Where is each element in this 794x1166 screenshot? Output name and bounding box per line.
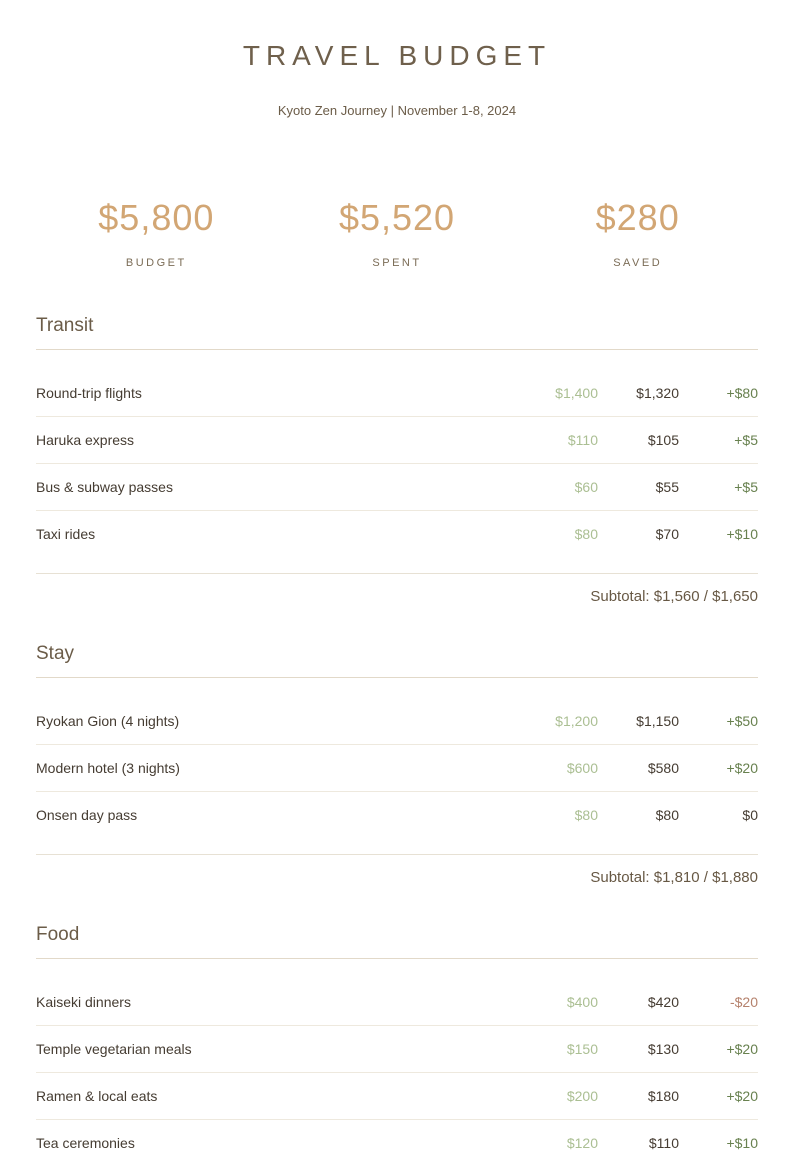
diff-cell: $0	[679, 805, 758, 825]
item-label: Onsen day pass	[36, 807, 138, 823]
diff-cell: -$20	[679, 992, 758, 1012]
section-subtotal: Subtotal: $1,810 / $1,880	[36, 854, 758, 888]
actual-amount: $80	[655, 807, 679, 823]
actual-amount: $110	[648, 1135, 679, 1151]
item-label: Tea ceremonies	[36, 1135, 135, 1151]
diff-amount: +$20	[726, 1041, 758, 1057]
diff-cell: +$5	[679, 477, 758, 497]
diff-amount: +$50	[726, 713, 758, 729]
section-title: Transit	[36, 315, 94, 336]
section-stay-header: Stay	[36, 642, 758, 678]
item-label: Round-trip flights	[36, 385, 142, 401]
planned-amount: $120	[566, 1135, 598, 1151]
stat-spent-value: $5,520	[338, 197, 456, 238]
stat-budget: $5,800 BUDGET	[36, 198, 277, 270]
planned-amount: $80	[574, 807, 598, 823]
planned-amount: $150	[566, 1041, 598, 1057]
stat-spent: $5,520 SPENT	[277, 198, 518, 270]
item-row: Onsen day pass $80 $80 $0	[36, 791, 758, 838]
diff-amount: +$5	[734, 432, 758, 448]
planned-amount: $60	[574, 479, 598, 495]
actual-amount: $580	[647, 760, 679, 776]
diff-amount: $0	[742, 807, 758, 823]
item-row: Bus & subway passes $60 $55 +$5	[36, 463, 758, 510]
section-transit: Transit Round-trip flights $1,400 $1,320…	[36, 314, 758, 607]
actual-amount: $105	[647, 432, 679, 448]
stat-spent-label: SPENT	[372, 257, 422, 269]
item-label: Kaiseki dinners	[36, 994, 131, 1010]
diff-cell: +$20	[679, 1086, 758, 1106]
diff-cell: +$10	[679, 1133, 758, 1153]
planned-amount: $400	[566, 994, 598, 1010]
section-food-header: Food	[36, 923, 758, 959]
section-title: Stay	[36, 643, 75, 664]
stat-budget-label: BUDGET	[125, 257, 187, 269]
actual-amount: $55	[655, 479, 679, 495]
diff-amount: +$5	[734, 479, 758, 495]
diff-cell: +$80	[679, 383, 758, 403]
actual-amount: $180	[647, 1088, 679, 1104]
actual-amount: $70	[655, 526, 679, 542]
item-row: Tea ceremonies $120 $110 +$10	[36, 1119, 758, 1166]
diff-amount: +$20	[726, 1088, 758, 1104]
item-row: Haruka express $110 $105 +$5	[36, 416, 758, 463]
planned-amount: $80	[574, 526, 598, 542]
item-row: Temple vegetarian meals $150 $130 +$20	[36, 1025, 758, 1072]
diff-amount: +$10	[726, 526, 758, 542]
item-label: Haruka express	[36, 432, 135, 448]
page-subtitle: Kyoto Zen Journey | November 1-8, 2024	[277, 103, 517, 118]
item-label: Ramen & local eats	[36, 1088, 158, 1104]
item-row: Ramen & local eats $200 $180 +$20	[36, 1072, 758, 1119]
item-label: Temple vegetarian meals	[36, 1041, 192, 1057]
diff-cell: +$5	[679, 430, 758, 450]
section-stay: Stay Ryokan Gion (4 nights) $1,200 $1,15…	[36, 642, 758, 888]
section-food-items: Kaiseki dinners $400 $420 -$20 Temple ve…	[36, 959, 758, 1166]
section-transit-header: Transit	[36, 314, 758, 350]
diff-cell: +$20	[679, 758, 758, 778]
diff-cell: +$50	[679, 711, 758, 731]
summary-stats: $5,800 BUDGET $5,520 SPENT $280 SAVED	[36, 198, 758, 270]
item-row: Taxi rides $80 $70 +$10	[36, 510, 758, 557]
stat-saved-label: SAVED	[613, 257, 663, 269]
actual-amount: $1,320	[636, 385, 679, 401]
section-transit-items: Round-trip flights $1,400 $1,320 +$80 Ha…	[36, 350, 758, 557]
item-row: Ryokan Gion (4 nights) $1,200 $1,150 +$5…	[36, 698, 758, 744]
item-label: Modern hotel (3 nights)	[36, 760, 180, 776]
item-row: Kaiseki dinners $400 $420 -$20	[36, 979, 758, 1025]
planned-amount: $1,200	[555, 713, 598, 729]
planned-amount: $200	[566, 1088, 598, 1104]
diff-amount: +$20	[726, 760, 758, 776]
diff-cell: +$20	[679, 1039, 758, 1059]
diff-amount: +$80	[726, 385, 758, 401]
planned-amount: $1,400	[555, 385, 598, 401]
diff-amount: +$10	[726, 1135, 758, 1151]
item-label: Taxi rides	[36, 526, 96, 542]
actual-amount: $130	[647, 1041, 679, 1057]
actual-amount: $420	[647, 994, 679, 1010]
diff-amount: -$20	[729, 994, 758, 1010]
actual-amount: $1,150	[636, 713, 679, 729]
planned-amount: $110	[567, 432, 598, 448]
stat-saved: $280 SAVED	[517, 198, 758, 270]
section-food: Food Kaiseki dinners $400 $420 -$20 Temp…	[36, 923, 758, 1166]
stat-saved-value: $280	[595, 197, 680, 238]
stat-budget-value: $5,800	[98, 197, 215, 238]
item-row: Modern hotel (3 nights) $600 $580 +$20	[36, 744, 758, 791]
section-subtotal: Subtotal: $1,560 / $1,650	[36, 573, 758, 607]
item-row: Round-trip flights $1,400 $1,320 +$80	[36, 370, 758, 416]
section-title: Food	[36, 924, 80, 945]
page-title: TRAVEL BUDGET	[242, 40, 552, 71]
section-stay-items: Ryokan Gion (4 nights) $1,200 $1,150 +$5…	[36, 678, 758, 838]
planned-amount: $600	[566, 760, 598, 776]
diff-cell: +$10	[679, 524, 758, 544]
item-label: Ryokan Gion (4 nights)	[36, 713, 180, 729]
item-label: Bus & subway passes	[36, 479, 173, 495]
